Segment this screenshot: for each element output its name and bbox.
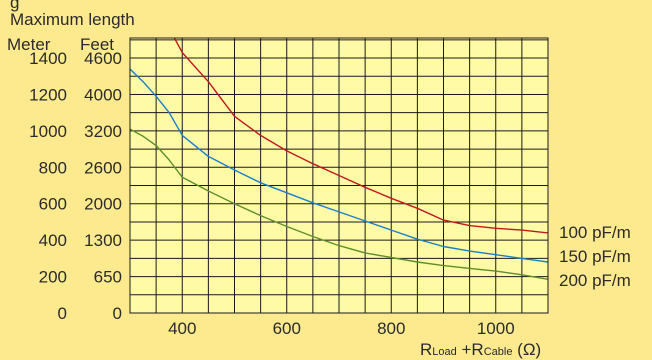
y-axis-feet-ticks: 0 650 1300 2000 2600 3200 4000 4600 bbox=[84, 49, 122, 323]
y-tick-label-feet: 2000 bbox=[84, 195, 122, 214]
x-tick-label: 600 bbox=[273, 319, 301, 338]
feet-unit-label: Feet bbox=[80, 35, 114, 54]
plot-frame bbox=[129, 37, 549, 314]
left-axis-title: Maximum length bbox=[10, 10, 135, 29]
series-line-3 bbox=[130, 128, 548, 280]
y-tick-label-feet: 1300 bbox=[84, 231, 122, 250]
x-axis-ticks: 400 600 800 1000 bbox=[168, 319, 515, 338]
y-tick-label-meter: 1000 bbox=[29, 122, 67, 141]
y-tick-label-meter: 800 bbox=[39, 158, 67, 177]
y-tick-label-feet: 3200 bbox=[84, 122, 122, 141]
x-axis-label-unit: (Ω) bbox=[512, 340, 541, 359]
legend-label-3: 200 pF/m bbox=[559, 271, 631, 290]
legend: 100 pF/m 150 pF/m 200 pF/m bbox=[559, 223, 631, 290]
grid bbox=[130, 38, 548, 313]
x-tick-label: 1000 bbox=[477, 319, 515, 338]
x-tick-label: 400 bbox=[168, 319, 196, 338]
y-tick-label-meter: 200 bbox=[39, 268, 67, 287]
y-tick-label-meter: 0 bbox=[58, 304, 67, 323]
x-axis-label-cable-sub: Cable bbox=[484, 346, 513, 358]
y-tick-label-meter: 1400 bbox=[29, 49, 67, 68]
x-axis-label: RLoad +RCable (Ω) bbox=[420, 340, 541, 359]
x-axis-label-plus: +R bbox=[457, 340, 484, 359]
x-axis-label-load-sub: Load bbox=[432, 346, 456, 358]
y-tick-label-feet: 650 bbox=[94, 268, 122, 287]
y-tick-label-feet: 2600 bbox=[84, 158, 122, 177]
x-tick-label: 800 bbox=[377, 319, 405, 338]
chart-title-fragment: g bbox=[10, 0, 19, 12]
x-axis-label-r1: R bbox=[420, 340, 432, 359]
y-tick-label-feet: 0 bbox=[113, 304, 122, 323]
series-layer bbox=[130, 38, 548, 280]
series-line-1 bbox=[173, 38, 548, 234]
y-tick-label-feet: 4000 bbox=[84, 85, 122, 104]
legend-label-1: 100 pF/m bbox=[559, 223, 631, 242]
legend-label-2: 150 pF/m bbox=[559, 247, 631, 266]
y-axis-meter-ticks: 0 200 400 600 800 1000 1200 1400 bbox=[29, 49, 67, 323]
y-tick-label-meter: 1200 bbox=[29, 85, 67, 104]
meter-unit-label: Meter bbox=[7, 35, 51, 54]
y-tick-label-meter: 600 bbox=[39, 195, 67, 214]
series-line-2 bbox=[130, 68, 548, 263]
y-tick-label-feet: 4600 bbox=[84, 49, 122, 68]
y-tick-label-meter: 400 bbox=[39, 231, 67, 250]
